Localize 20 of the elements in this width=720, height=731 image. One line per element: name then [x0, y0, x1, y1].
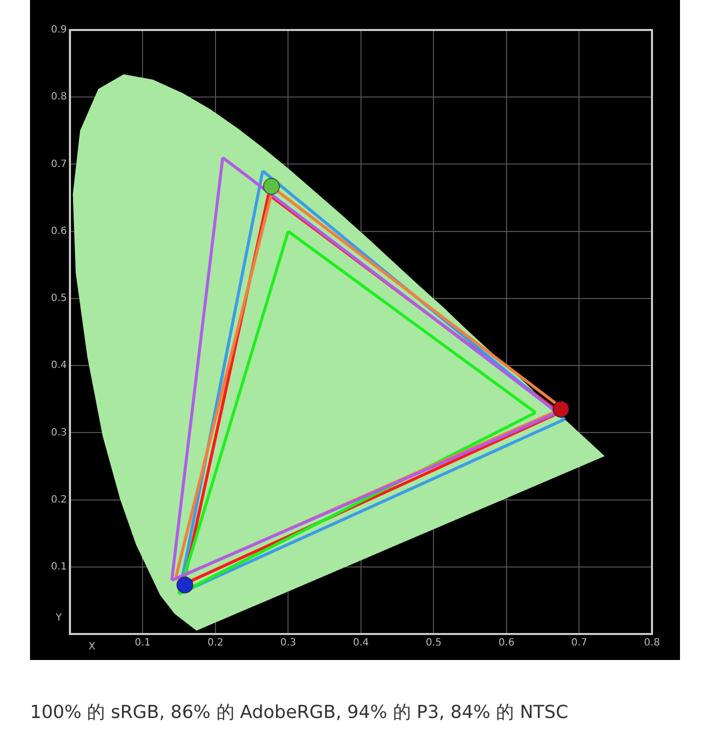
y-tick-label: 0.2	[50, 494, 67, 506]
y-tick-label: 0.7	[50, 158, 67, 170]
text: 100% 的 sRGB, 86% 的 AdobeRGB, 94% 的 P3, 84% 的 NTSC	[30, 701, 568, 724]
x-axis-title: X	[88, 642, 96, 653]
x-tick-label: 0.2	[207, 638, 224, 649]
x-tick-label: 0.8	[644, 638, 660, 649]
y-tick-label: 0.4	[50, 360, 67, 372]
x-tick-label: 0.1	[134, 638, 151, 649]
y-tick-label: 0.6	[50, 226, 67, 237]
x-tick-label: 0.7	[571, 638, 588, 649]
x-tick-label: 0.5	[426, 638, 442, 649]
y-tick-label: 0.5	[50, 293, 67, 304]
x-tick-label: 0.4	[353, 638, 369, 649]
y-tick-label: 0.9	[50, 24, 67, 36]
x-tick-label: 0.3	[280, 638, 296, 649]
y-tick-label: 0.8	[50, 92, 67, 103]
y-axis-title: Y	[54, 612, 63, 624]
y-tick-label: 0.1	[50, 561, 67, 572]
y-tick-label: 0.3	[50, 427, 67, 438]
x-tick-label: 0.6	[498, 638, 514, 649]
